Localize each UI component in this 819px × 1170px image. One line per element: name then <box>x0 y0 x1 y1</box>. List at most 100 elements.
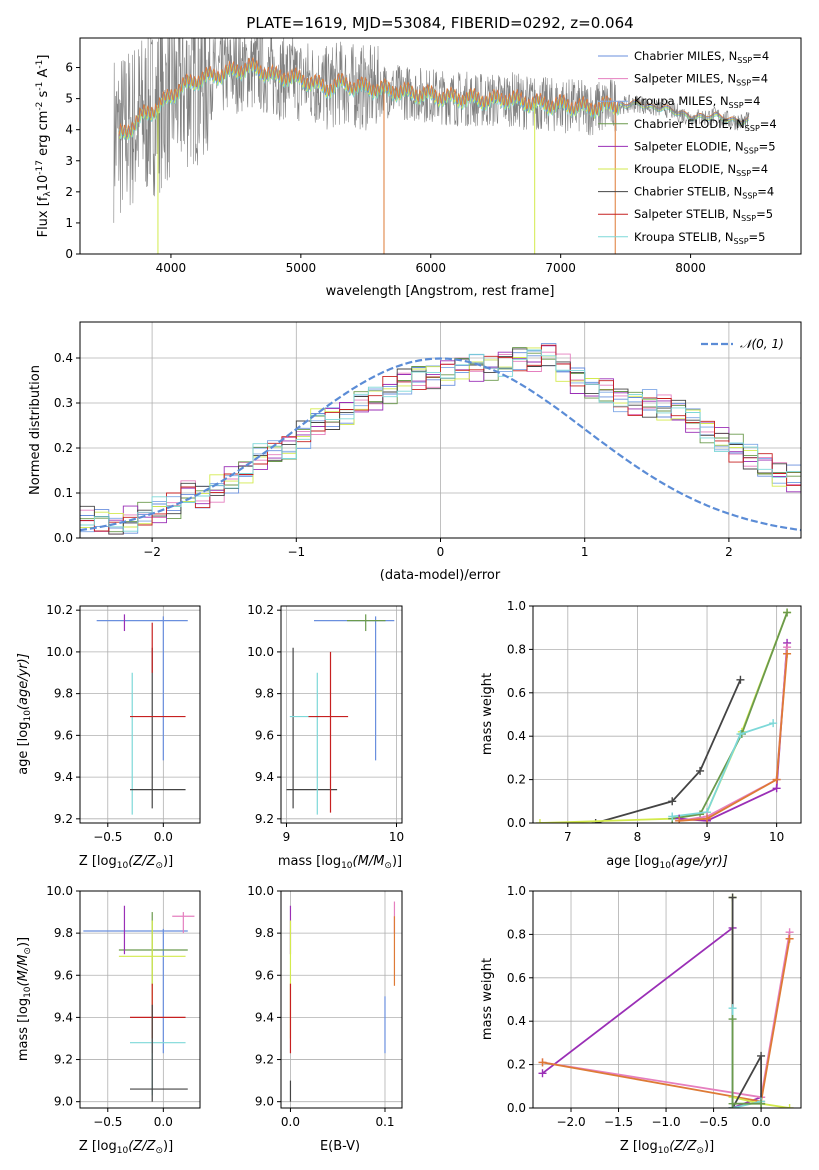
observed-spectrum-tail <box>618 94 750 131</box>
mass-vs-Z-ylabel: mass [log10(M/M⊙)] <box>16 937 33 1061</box>
mass-weight-marker <box>785 1104 794 1108</box>
x-tick-label: −2 <box>143 545 161 559</box>
y-tick-label: 10.0 <box>247 884 274 898</box>
age-vs-mass-xlabel: mass [log10(M/M⊙)] <box>278 854 402 871</box>
legend-name: Chabrier STELIB, N <box>634 185 742 199</box>
legend-sub: SSP <box>744 146 759 155</box>
mass-weight-marker <box>736 675 745 684</box>
y-tick-label: 3 <box>65 154 73 168</box>
mass-weight-marker <box>736 730 745 739</box>
age-vs-Z-y-ticks: 9.2 9.4 9.6 9.8 10.0 10.2 <box>46 603 80 826</box>
legend-label: Salpeter ELODIE, NSSP=5 <box>634 139 776 155</box>
y-tick-label: 9.2 <box>54 812 73 826</box>
y-tick-label: 9.4 <box>54 770 73 784</box>
y-tick-label: 10.0 <box>46 884 73 898</box>
legend-name: Kroupa ELODIE, N <box>634 162 736 176</box>
age-vs-mass-y-ticks: 9.2 9.4 9.6 9.8 10.0 10.2 <box>247 603 281 826</box>
mass-weight-vs-age-ylabel: mass weight <box>480 673 495 755</box>
legend-name: Chabrier MILES, N <box>634 49 737 63</box>
legend-sub: SSP <box>736 169 751 178</box>
spectrum-x-ticks: 4000 5000 6000 7000 8000 <box>156 254 706 275</box>
mass-weight-vs-Z-plot-area <box>538 893 794 1108</box>
mass-weight-vs-age-grid <box>533 605 801 824</box>
x-tick-label: 0.0 <box>154 830 173 844</box>
y-tick-label: 10.0 <box>247 645 274 659</box>
age-vs-Z-frame <box>79 605 201 824</box>
mass-weight-vs-age-x-ticks: 7 8 9 10 <box>564 823 784 844</box>
y-tick-label: 1.0 <box>507 884 526 898</box>
x-tick-label: −2.0 <box>556 1115 585 1129</box>
y-tick-label: 9.6 <box>54 968 73 982</box>
residuals-plot-area <box>80 343 801 535</box>
mass-weight-line <box>672 612 788 820</box>
x-tick-label: 8 <box>634 830 642 844</box>
x-tick-label: 10 <box>389 830 404 844</box>
x-tick-label: −0.5 <box>93 1115 122 1129</box>
y-tick-label: 9.8 <box>255 687 274 701</box>
mass-vs-Z-frame <box>79 890 201 1109</box>
mass-vs-Z-x-ticks: −0.5 0.0 <box>93 1108 173 1129</box>
spectrum-title: PLATE=1619, MJD=53084, FIBERID=0292, z=0… <box>246 14 633 32</box>
legend-label: Kroupa MILES, NSSP=4 <box>634 94 760 110</box>
legend-label: Kroupa STELIB, NSSP=5 <box>634 230 765 246</box>
mass-weight-marker <box>783 608 792 617</box>
legend-label: Salpeter STELIB, NSSP=5 <box>634 207 773 223</box>
y-tick-label: 9.6 <box>54 728 73 742</box>
x-tick-label: 0.0 <box>752 1115 771 1129</box>
legend-name: Salpeter ELODIE, N <box>634 139 744 153</box>
mass-vs-Z-xlabel: Z [log10(Z/Z⊙)] <box>79 1139 173 1156</box>
mass-weight-marker <box>769 719 778 728</box>
mass-weight-marker <box>535 819 544 823</box>
spectrum-frame <box>79 37 802 255</box>
mass-weight-vs-Z-y-ticks: 0.0 0.2 0.4 0.6 0.8 1.0 <box>507 884 533 1115</box>
mass-weight-marker <box>757 1099 766 1108</box>
x-tick-label: 2 <box>725 545 733 559</box>
legend-sub: SSP <box>734 237 749 246</box>
y-tick-label: 9.2 <box>255 1053 274 1067</box>
y-tick-label: 9.4 <box>255 1010 274 1024</box>
legend-count: =4 <box>751 72 768 86</box>
y-tick-label: 0.0 <box>507 816 526 830</box>
legend-label: Chabrier ELODIE, NSSP=4 <box>634 117 777 133</box>
age-vs-Z-grid <box>80 606 200 823</box>
mass-vs-EBV-plot-area <box>289 901 396 1102</box>
mass-weight-vs-Z-frame <box>532 890 802 1109</box>
age-vs-mass-x-ticks: 9 10 <box>283 823 404 844</box>
legend-count: =4 <box>757 185 774 199</box>
legend-name: Kroupa STELIB, N <box>634 230 734 244</box>
mass-vs-Z-grid <box>80 890 200 1108</box>
mass-weight-vs-age-y-ticks: 0.0 0.2 0.4 0.6 0.8 1.0 <box>507 599 533 830</box>
x-tick-label: 0.0 <box>154 1115 173 1129</box>
mass-weight-line <box>541 926 762 1108</box>
mass-vs-EBV-xlabel: E(B-V) <box>320 1139 360 1154</box>
mass-weight-line <box>672 722 774 818</box>
y-tick-label: 10.0 <box>46 645 73 659</box>
mass-weight-marker <box>538 1058 547 1067</box>
y-tick-label: 0.4 <box>54 351 73 365</box>
y-tick-label: 9.0 <box>255 1095 274 1109</box>
spectrum-xlabel: wavelength [Angstrom, rest frame] <box>326 284 555 299</box>
y-tick-label: 0 <box>65 247 73 261</box>
residual-histogram-kroupa-stelib <box>80 349 801 532</box>
mass-vs-Z-panel: −0.5 0.0 9.0 9.2 9.4 9.6 9.8 10.0 Z [log10(Z/Z… <box>16 884 201 1156</box>
mass-weight-vs-age-panel: 7 8 9 10 0.0 0.2 0.4 0.6 0.8 1.0 age [log10(age/… <box>480 599 802 871</box>
legend-sub: SSP <box>745 124 760 133</box>
mass-weight-marker <box>757 1051 766 1060</box>
y-tick-label: 9.8 <box>255 926 274 940</box>
mass-weight-vs-Z-x-ticks: −2.0 −1.5 −1.0 −0.5 0.0 <box>556 1108 771 1129</box>
spectrum-panel: PLATE=1619, MJD=53084, FIBERID=0292, z=0… <box>35 14 802 299</box>
mass-weight-vs-age-plot-area <box>535 608 792 823</box>
mass-weight-line <box>731 1019 762 1105</box>
mass-weight-marker <box>772 775 781 784</box>
mass-weight-line <box>679 653 788 822</box>
observed-spectrum-line <box>113 38 617 223</box>
y-tick-label: 0.6 <box>507 686 526 700</box>
legend-name: Chabrier ELODIE, N <box>634 117 745 131</box>
mass-vs-EBV-y-ticks: 9.0 9.2 9.4 9.6 9.8 10.0 <box>247 884 281 1109</box>
residuals-x-ticks: −2 −1 0 1 2 <box>143 538 733 559</box>
age-vs-mass-plot-area <box>286 614 395 815</box>
mass-weight-marker <box>728 893 737 902</box>
mass-weight-vs-Z-xlabel: Z [log10(Z/Z⊙)] <box>620 1139 714 1156</box>
legend-count: =4 <box>760 117 777 131</box>
